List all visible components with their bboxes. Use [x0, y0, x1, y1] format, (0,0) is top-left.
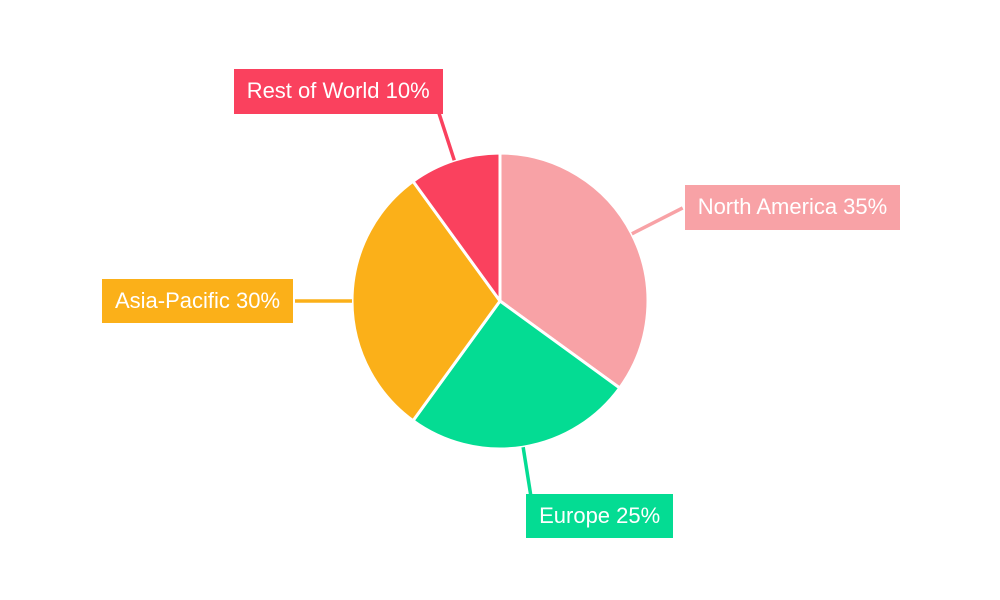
- pie-slice-asia-pacific[interactable]: [350, 179, 502, 423]
- callout-label: Asia-Pacific 30%: [115, 287, 281, 313]
- pie-slice-rest-of-world[interactable]: [411, 151, 502, 303]
- callout-asia-pacific: Asia-Pacific 30%: [102, 278, 294, 324]
- callout-label: Europe 25%: [539, 502, 661, 528]
- callout-north-america: North America 35%: [684, 185, 901, 230]
- pie-slice-north-america[interactable]: [498, 151, 650, 390]
- pie-slice-europe[interactable]: [411, 299, 622, 451]
- callout-rest-of-world: Rest of World 10%: [233, 69, 443, 114]
- leader-line-rest-of-world: [434, 105, 456, 161]
- callout-label: Rest of World 10%: [246, 78, 430, 103]
- callout-label: North America 35%: [697, 194, 888, 220]
- leader-line-north-america: [631, 206, 684, 236]
- callout-europe: Europe 25%: [526, 493, 674, 539]
